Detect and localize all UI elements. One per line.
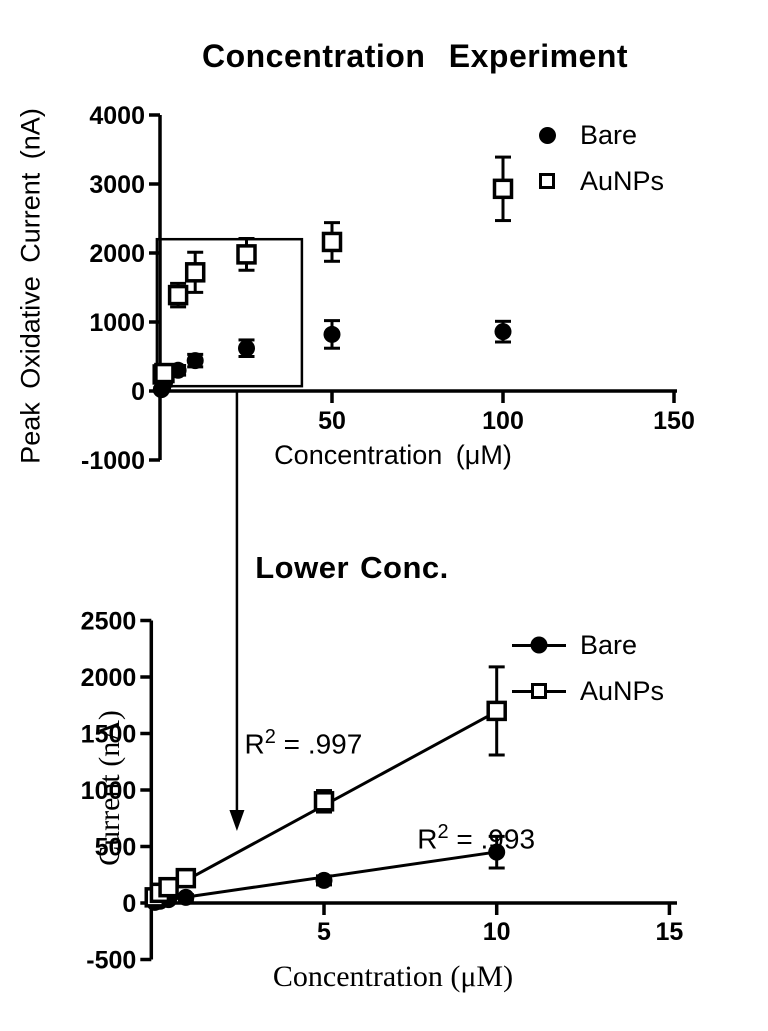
line-filled-circle-marker-icon [512,636,566,654]
filled-circle-marker-icon [528,126,566,144]
bottom-chart-x-axis-title: Concentration (μM) [272,960,514,993]
x-tick-label: 100 [482,407,524,435]
legend-label: Bare [580,629,638,660]
r2-base: R [244,727,265,759]
y-tick-label: 500 [95,834,137,862]
legend-item-bare: Bare [528,120,664,150]
y-tick-label: 3000 [89,171,145,199]
y-tick-label: 2000 [89,240,145,268]
y-tick-label: 2000 [81,664,137,692]
y-tick-label: 1000 [89,309,145,337]
data-point-aunps [158,876,179,898]
series-aunps [144,665,507,908]
x-tick-label: 10 [483,918,511,946]
y-tick-label: 1000 [81,777,137,805]
open-square-marker-icon [528,173,566,189]
legend-label: AuNPs [580,675,665,706]
top-chart-plot: 50 100 150 -1000 0 1000 2000 3000 4000 [81,102,695,475]
data-point-aunps [321,231,343,253]
data-point-aunps [486,700,507,722]
bottom-chart-legend: Bare AuNPs [512,630,664,706]
data-point-aunps [175,867,197,889]
y-tick-label: 0 [131,378,145,406]
legend-label: Bare [580,119,638,150]
x-tick-label: 150 [653,407,695,435]
r2-value: = .997 [275,727,363,759]
top-chart-legend: Bare AuNPs [528,120,664,196]
zoom-connector [229,392,245,831]
y-tick-label: -1000 [81,447,145,475]
legend-item-aunps: AuNPs [528,166,664,196]
data-point-aunps [313,791,335,812]
r2-annotation-aunps: R2 = .997 [245,726,363,760]
data-point-bare [494,323,512,341]
data-point-bare [177,888,195,906]
data-point-bare [323,325,341,343]
top-chart-x-axis-title: Concentration (μM) [274,440,512,470]
top-chart-y-axis-title: Peak Oxidative Current (nA) [15,108,46,464]
x-tick-label: 15 [655,918,683,946]
data-point-bare [238,339,255,357]
data-point-aunps [154,362,175,384]
y-tick-label: -500 [86,947,136,975]
r2-base: R [417,823,438,855]
data-point-bare [488,843,506,861]
x-tick-label: 50 [318,407,346,435]
y-tick-label: 2500 [81,608,137,636]
data-point-bare [186,352,204,370]
legend-item-bare: Bare [512,630,664,660]
legend-item-aunps: AuNPs [512,676,664,706]
bottom-chart-plot: 5 10 15 -500 0 500 1000 1500 2000 2500 [81,608,684,975]
x-tick-label: 5 [317,918,331,946]
top-chart-title: Concentration Experiment [201,38,629,74]
data-point-aunps [184,262,206,283]
line-open-square-marker-icon [512,683,566,699]
r2-exponent: 2 [437,821,449,844]
bottom-chart-title: Lower Conc. [255,550,449,585]
r2-annotation-bare: R2 = .993 [417,821,535,855]
data-point-aunps [236,244,257,265]
data-point-bare [315,871,333,889]
y-tick-label: 0 [122,890,136,918]
y-tick-label: 1500 [81,721,137,749]
data-point-aunps [492,178,514,200]
y-tick-label: 4000 [89,102,145,130]
series-aunps [152,155,514,385]
r2-exponent: 2 [264,725,276,748]
bottom-chart-y-axis-title: Current (nA) [93,710,126,866]
zoom-arrow-head-icon [229,810,245,831]
zoom-region-box [155,237,304,388]
data-point-aunps [167,284,189,306]
r2-value: = .993 [448,823,536,855]
legend-label: AuNPs [580,165,665,196]
